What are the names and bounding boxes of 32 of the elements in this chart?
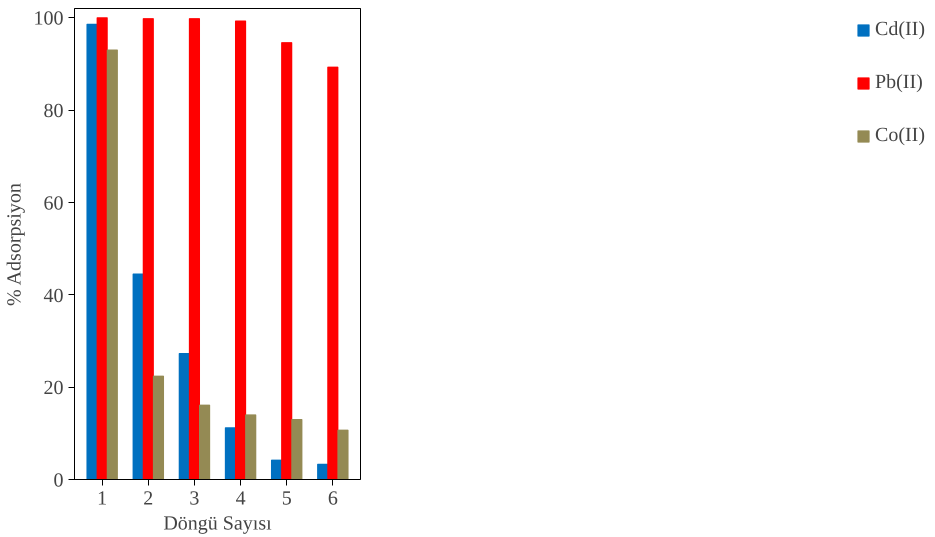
legend-label: Co(II) [875,124,925,147]
legend-label: Pb(II) [875,71,923,94]
bar [106,50,118,480]
x-tick-label: 3 [189,488,200,510]
x-tick-label: 5 [282,488,292,510]
bar [188,18,200,480]
bar [86,24,98,480]
bar [327,66,338,480]
bar [245,414,256,480]
y-tick-label: 100 [34,8,64,30]
bar [178,352,190,480]
bar [152,376,164,480]
bar [96,17,108,480]
bar [281,42,292,480]
x-tick-label: 4 [236,488,246,510]
y-tick-label: 20 [44,377,64,400]
legend-label: Cd(II) [875,18,925,41]
bar [142,18,154,480]
y-tick-label: 80 [44,100,64,122]
bar [132,274,144,480]
y-tick-label: 40 [44,284,64,307]
x-tick-label: 1 [97,488,108,510]
x-axis-title: Döngü Sayısı [163,512,272,534]
x-tick-label: 2 [143,488,154,510]
y-tick-label: 0 [54,470,64,492]
bar [291,418,302,480]
y-tick-label: 60 [44,192,64,214]
x-tick-label: 6 [328,488,338,510]
y-axis-title: % Adsorpsiyon [4,183,26,306]
bar [234,20,246,480]
bar [199,404,210,480]
bar [337,430,349,480]
